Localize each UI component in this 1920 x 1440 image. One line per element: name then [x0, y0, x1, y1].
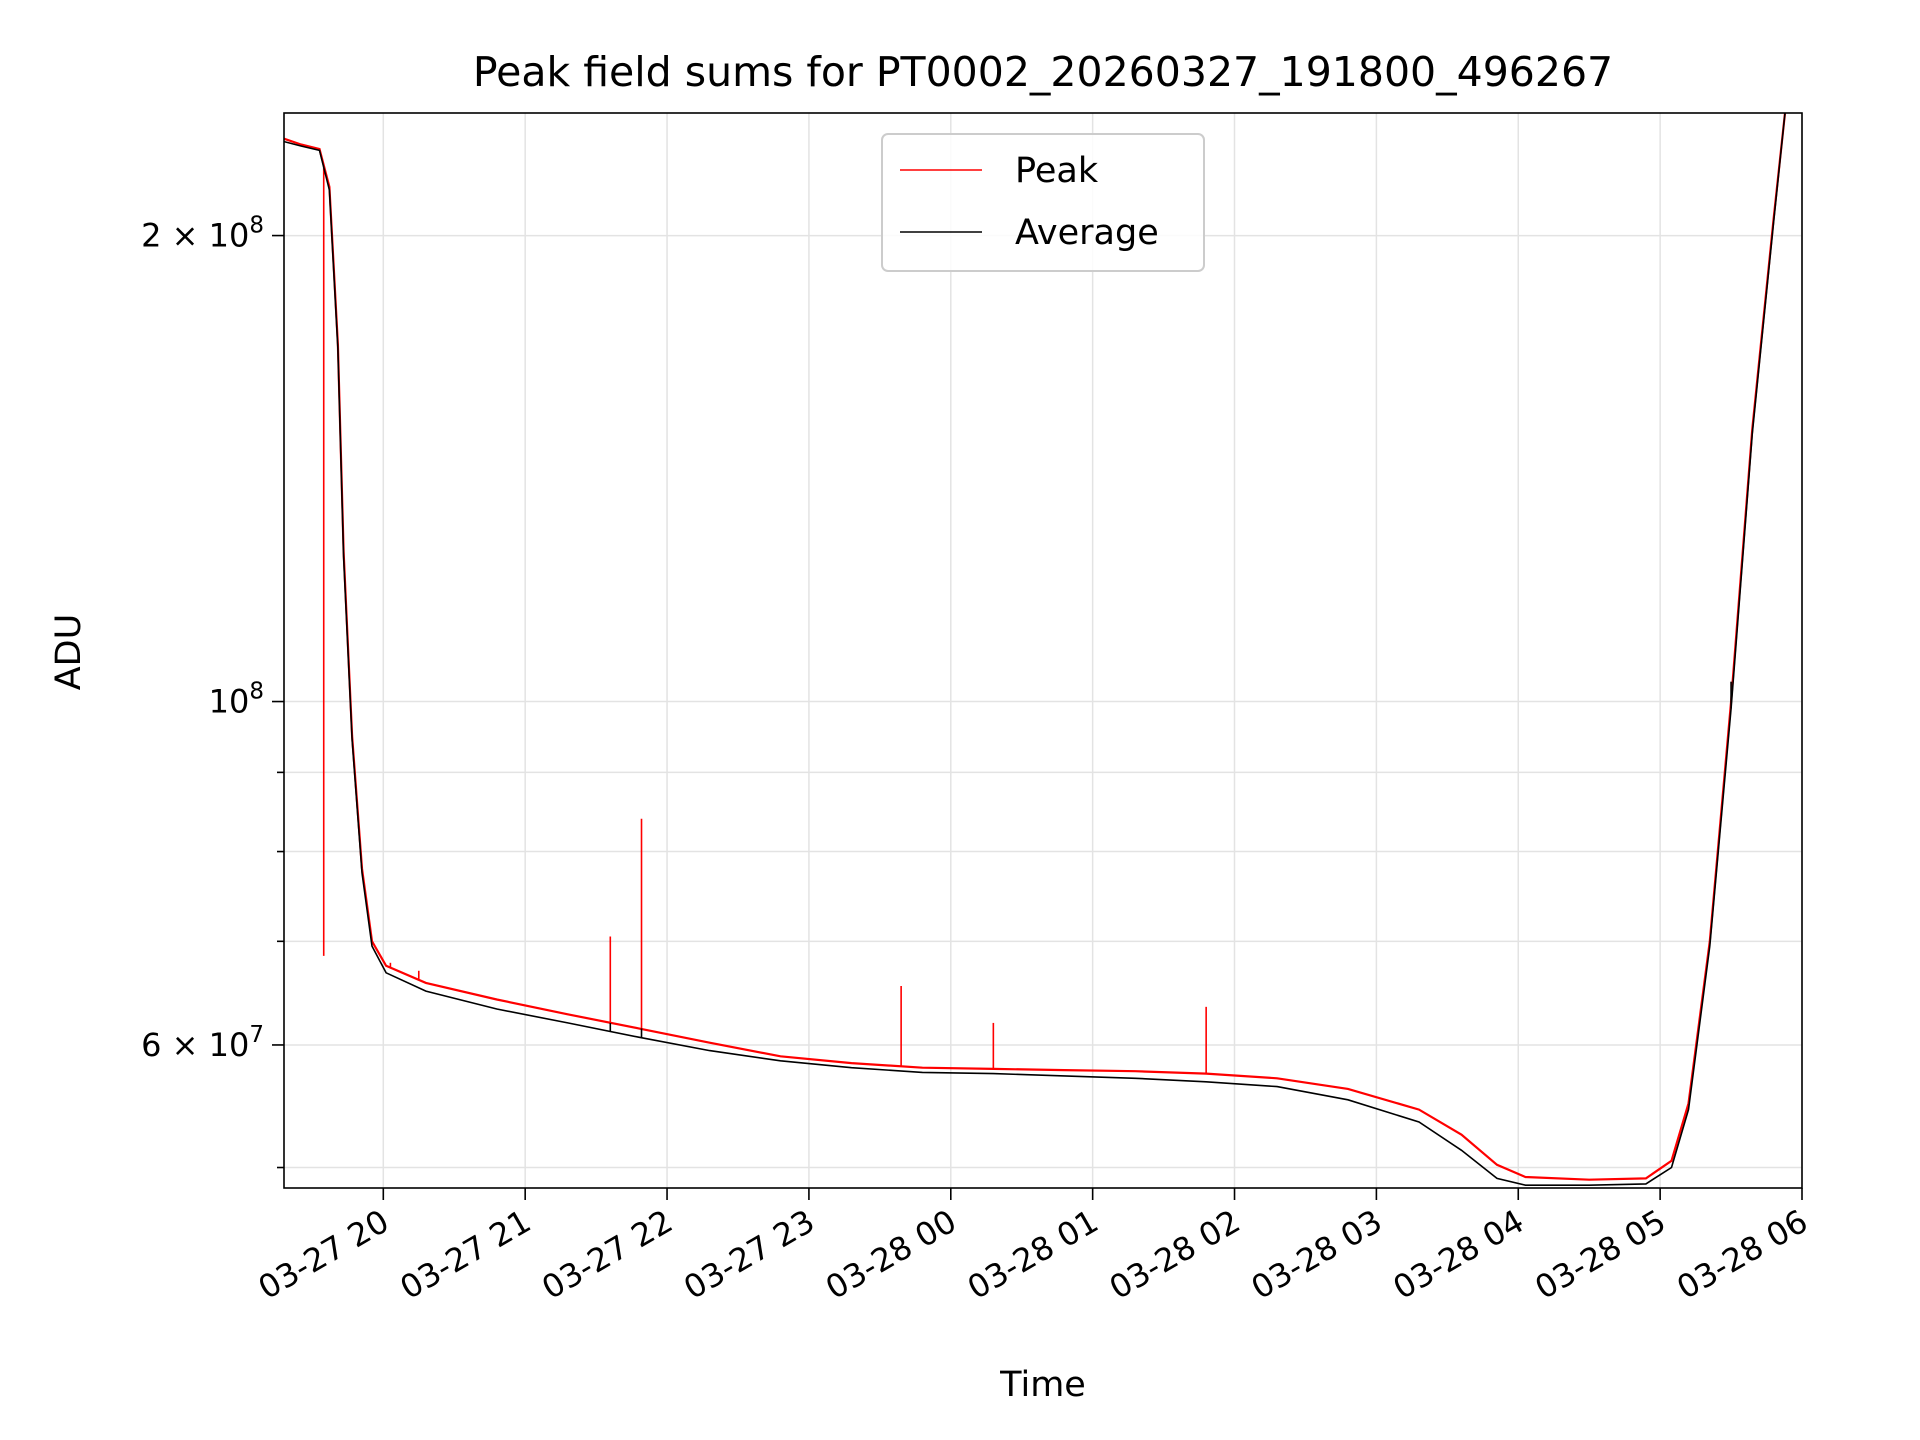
plot-frame [283, 112, 1803, 1189]
x-axis-label: Time [999, 1365, 1086, 1405]
y-tick-label: 6 × 107 [141, 1022, 264, 1064]
x-tick-label: 03-27 21 [394, 1202, 538, 1307]
x-tick-label: 03-28 04 [1387, 1202, 1531, 1307]
legend-peak-label: Peak [1015, 151, 1099, 191]
x-tick-label: 03-28 00 [819, 1202, 963, 1307]
x-tick-label: 03-28 02 [1103, 1202, 1247, 1307]
series-line-peak [284, 113, 1787, 1181]
x-tick-label: 03-28 03 [1245, 1202, 1389, 1307]
grid [284, 113, 1803, 1188]
x-tick-label: 03-28 01 [961, 1202, 1105, 1307]
x-tick-label: 03-28 06 [1670, 1202, 1814, 1307]
legend: Peak Average [881, 133, 1205, 272]
legend-average-label: Average [1015, 213, 1159, 253]
x-tick-label: 03-28 05 [1529, 1202, 1673, 1307]
y-tick-label: 108 [209, 679, 264, 721]
series-line-average [284, 113, 1786, 1186]
plot-series [284, 113, 1787, 1186]
y-tick-label: 2 × 108 [141, 213, 264, 255]
x-tick-label: 03-27 20 [252, 1202, 396, 1307]
y-axis-label: ADU [49, 614, 89, 691]
x-tick-label: 03-27 22 [535, 1202, 679, 1307]
chart-title: Peak field sums for PT0002_20260327_1918… [473, 48, 1613, 96]
x-tick-label: 03-27 23 [677, 1202, 821, 1307]
legend-box [881, 133, 1205, 272]
